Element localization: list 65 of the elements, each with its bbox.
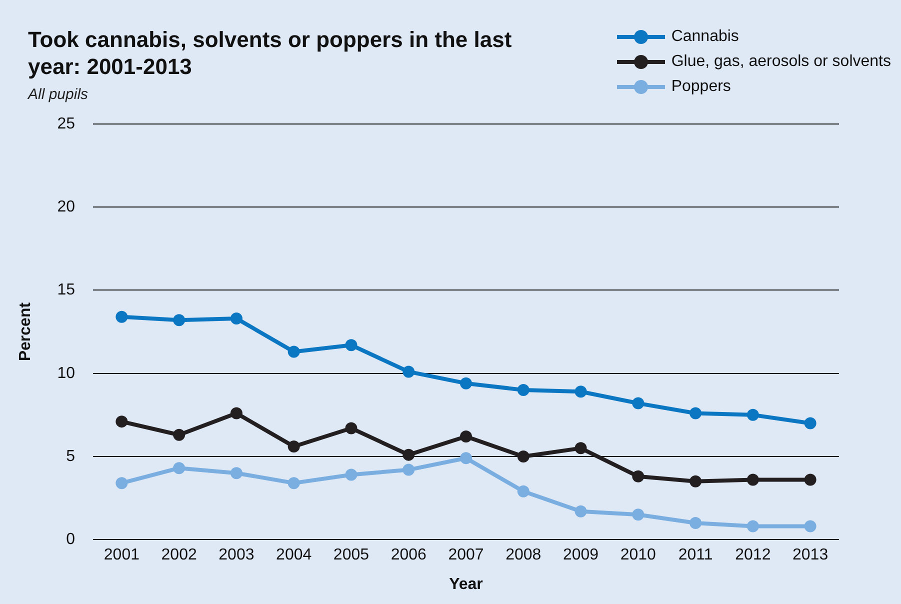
x-tick-label: 2005 xyxy=(333,546,370,564)
point xyxy=(632,508,644,521)
point xyxy=(460,377,472,390)
chart-subtitle: All pupils xyxy=(28,86,88,103)
point xyxy=(460,430,472,443)
y-axis-title: Percent xyxy=(17,302,34,362)
point xyxy=(460,452,472,464)
point xyxy=(345,468,358,481)
point xyxy=(230,467,242,480)
x-tick-label: 2008 xyxy=(506,546,542,564)
point xyxy=(230,407,242,420)
point xyxy=(402,366,415,378)
y-tick-label: 20 xyxy=(57,198,76,216)
point xyxy=(517,384,530,396)
point xyxy=(632,397,644,410)
point xyxy=(746,520,759,532)
legend-label: Glue, gas, aerosols or solvents xyxy=(671,52,891,70)
y-tick-label: 10 xyxy=(57,364,76,382)
point xyxy=(173,428,186,441)
point xyxy=(690,475,702,488)
point xyxy=(746,474,759,486)
x-tick-label: 2002 xyxy=(161,546,197,564)
x-tick-label: 2012 xyxy=(735,546,771,564)
chart-title: Took cannabis, solvents or poppers in the last year: 2001-2013 xyxy=(28,26,513,80)
point xyxy=(690,516,702,529)
point xyxy=(574,386,587,398)
x-tick-label: 2007 xyxy=(448,546,484,564)
point xyxy=(632,470,644,482)
point xyxy=(804,520,816,532)
x-tick-label: 2006 xyxy=(390,546,427,564)
point xyxy=(288,477,300,490)
point xyxy=(574,442,587,454)
point xyxy=(746,408,759,421)
point xyxy=(116,416,128,428)
point xyxy=(173,462,186,474)
point xyxy=(517,450,530,462)
x-axis-title: Year xyxy=(449,576,483,593)
point xyxy=(230,312,242,324)
point xyxy=(116,477,128,490)
point xyxy=(517,485,530,498)
point xyxy=(345,339,358,352)
point xyxy=(288,346,300,358)
point xyxy=(804,417,816,430)
x-tick-label: 2011 xyxy=(678,546,713,564)
point xyxy=(402,464,415,476)
y-tick-label: 25 xyxy=(57,115,76,132)
x-tick-label: 2013 xyxy=(792,546,828,564)
point xyxy=(288,440,300,453)
y-tick-label: 5 xyxy=(66,448,76,465)
x-tick-label: 2010 xyxy=(620,546,656,564)
x-tick-label: 2003 xyxy=(218,546,254,564)
point xyxy=(804,474,816,486)
point xyxy=(345,422,358,434)
point xyxy=(402,448,415,461)
point xyxy=(690,407,702,420)
y-tick-label: 15 xyxy=(57,282,76,299)
x-tick-label: 2009 xyxy=(562,546,599,564)
y-tick-label: 0 xyxy=(66,531,76,548)
legend-label: Cannabis xyxy=(671,28,739,46)
x-tick-label: 2001 xyxy=(104,546,140,564)
point xyxy=(116,310,128,323)
legend-label: Poppers xyxy=(671,78,731,96)
x-tick-label: 2004 xyxy=(276,546,312,564)
point xyxy=(173,314,186,326)
point xyxy=(574,505,587,518)
